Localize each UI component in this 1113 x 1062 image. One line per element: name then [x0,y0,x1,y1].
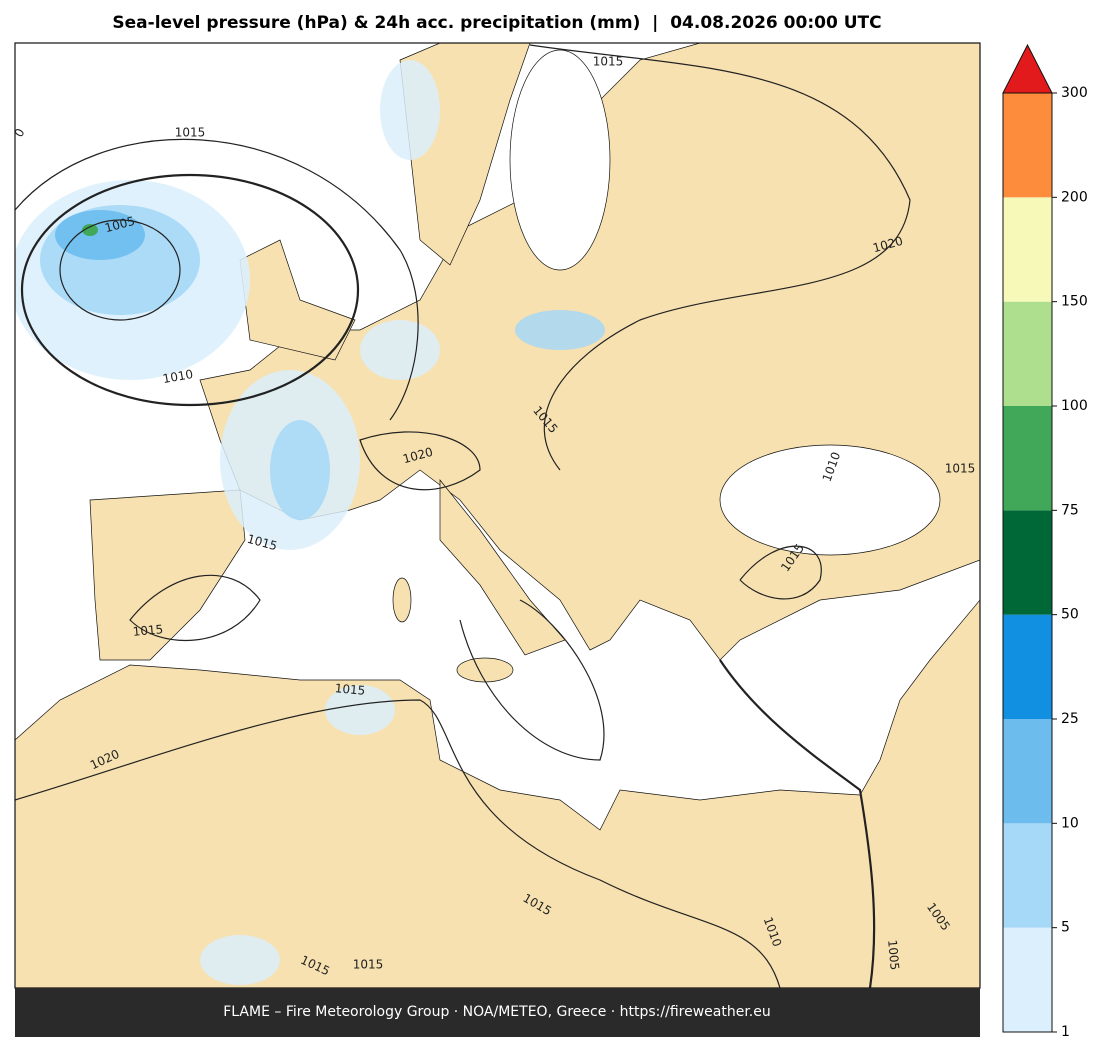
colorbar-segment [1003,614,1052,719]
colorbar-tick-label: 150 [1061,294,1088,310]
colorbar-extension [1002,43,1053,94]
contour-label: 1015 [175,126,206,140]
colorbar: 1 5 10 25 50 75 100 150 200 300 [1002,43,1088,1040]
colorbar-tick-label: 50 [1061,607,1079,623]
colorbar-frame [1002,92,1053,1033]
colorbar-segment [1003,927,1052,1032]
contour-label: 1015 [334,681,366,698]
colorbar-segment [1003,93,1052,198]
colorbar-segment [1003,301,1052,406]
map-title: Sea-level pressure (hPa) & 24h acc. prec… [112,13,881,33]
colorbar-segment [1003,406,1052,511]
colorbar-segment [1003,197,1052,302]
contour-label: 1010 [162,367,195,386]
contour-label: 1015 [593,55,624,69]
colorbar-tick-label: 10 [1061,815,1079,831]
colorbar-tick-label: 1 [1061,1024,1070,1040]
footer-text: FLAME – Fire Meteorology Group · NOA/MET… [223,1004,771,1020]
colorbar-tick-label: 100 [1061,398,1088,414]
colorbar-segment [1003,510,1052,615]
colorbar-tick-label: 5 [1061,920,1070,936]
footer-bar [15,988,980,1037]
contour-label: 1005 [885,939,902,971]
contour-label: 1015 [132,622,164,639]
colorbar-tick-label: 75 [1061,502,1079,518]
colorbar-segment [1003,719,1052,824]
colorbar-tick-label: 200 [1061,189,1088,205]
colorbar-segment [1003,823,1052,928]
contour-label: 1015 [945,462,976,476]
colorbar-tick-label: 25 [1061,711,1079,727]
contour-label: 1015 [353,958,384,972]
colorbar-tick-label: 300 [1061,85,1088,101]
